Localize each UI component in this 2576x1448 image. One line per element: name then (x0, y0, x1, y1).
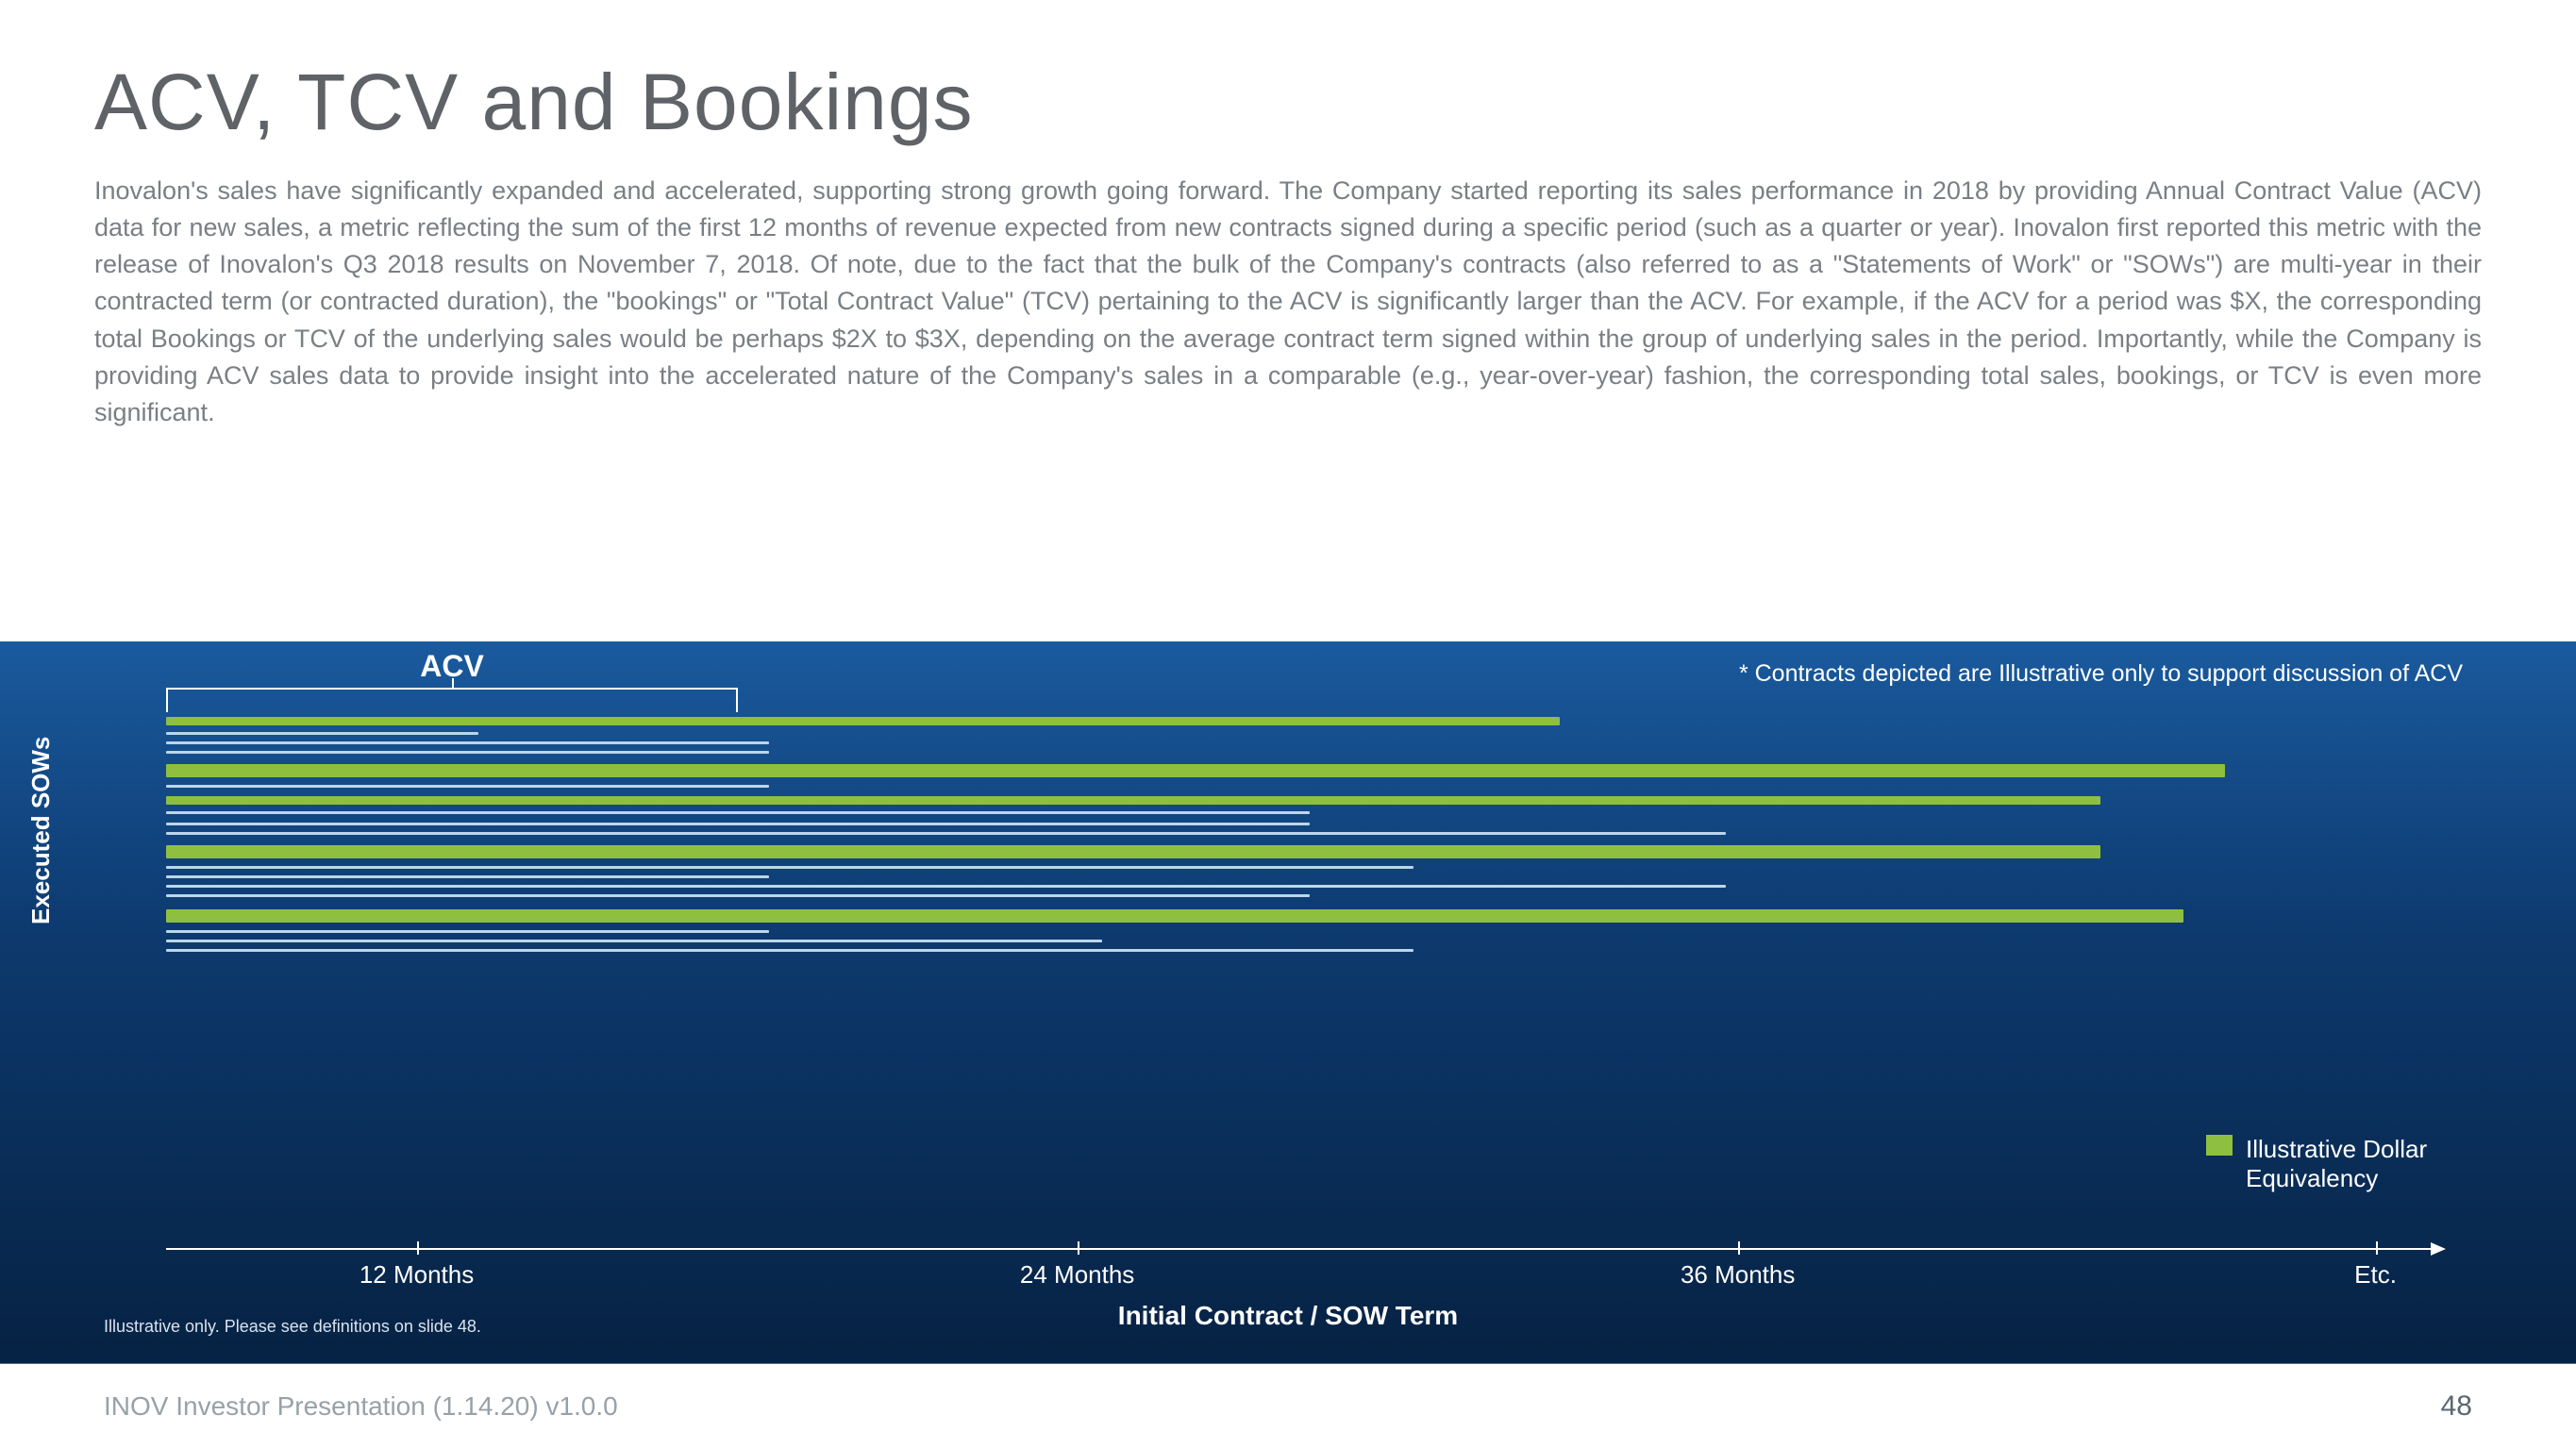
x-axis-line (166, 1248, 2444, 1250)
sow-bar (166, 845, 2100, 858)
sow-bar (166, 909, 2183, 923)
chart-panel: ACV * Contracts depicted are Illustrativ… (0, 641, 2576, 1363)
sow-bar (166, 764, 2225, 777)
legend-label: Illustrative Dollar Equivalency (2246, 1135, 2472, 1193)
slide-title: ACV, TCV and Bookings (94, 57, 2482, 148)
sow-bar (166, 741, 769, 744)
sow-bar (166, 832, 1726, 835)
sow-bar (166, 866, 1413, 869)
top-section: ACV, TCV and Bookings Inovalon's sales h… (0, 0, 2576, 450)
axis-tick-label: Etc. (2354, 1260, 2397, 1290)
axis-tick-label: 36 Months (1681, 1260, 1795, 1290)
footer-left: INOV Investor Presentation (1.14.20) v1.… (104, 1391, 618, 1422)
sow-bar (166, 875, 769, 878)
sow-bar (166, 751, 769, 754)
slide: ACV, TCV and Bookings Inovalon's sales h… (0, 0, 2576, 1448)
page-number: 48 (2441, 1390, 2472, 1423)
legend-swatch-icon (2206, 1135, 2233, 1156)
acv-bracket (166, 688, 738, 712)
sow-bar (166, 823, 1310, 825)
sow-bar (166, 940, 1102, 942)
illustrative-footnote: Illustrative only. Please see definition… (104, 1317, 481, 1337)
axis-tick-label: 12 Months (360, 1260, 474, 1290)
sow-bar (166, 894, 1310, 897)
legend: Illustrative Dollar Equivalency (2206, 1135, 2472, 1193)
sow-bar (166, 717, 1560, 725)
chart-note: * Contracts depicted are Illustrative on… (1739, 658, 2463, 691)
body-paragraph: Inovalon's sales have significantly expa… (94, 173, 2482, 431)
sow-bar (166, 885, 1726, 888)
sow-bar (166, 732, 478, 735)
sow-bar (166, 949, 1413, 952)
y-axis-label: Executed SOWs (26, 737, 56, 924)
acv-label-group: ACV (166, 649, 738, 712)
sow-bar (166, 785, 769, 788)
sow-bar (166, 796, 2100, 805)
bars-container (166, 717, 2246, 1222)
sow-bar (166, 811, 1310, 814)
sow-bar (166, 930, 769, 933)
axis-tick-label: 24 Months (1020, 1260, 1134, 1290)
footer: INOV Investor Presentation (1.14.20) v1.… (0, 1363, 2576, 1448)
